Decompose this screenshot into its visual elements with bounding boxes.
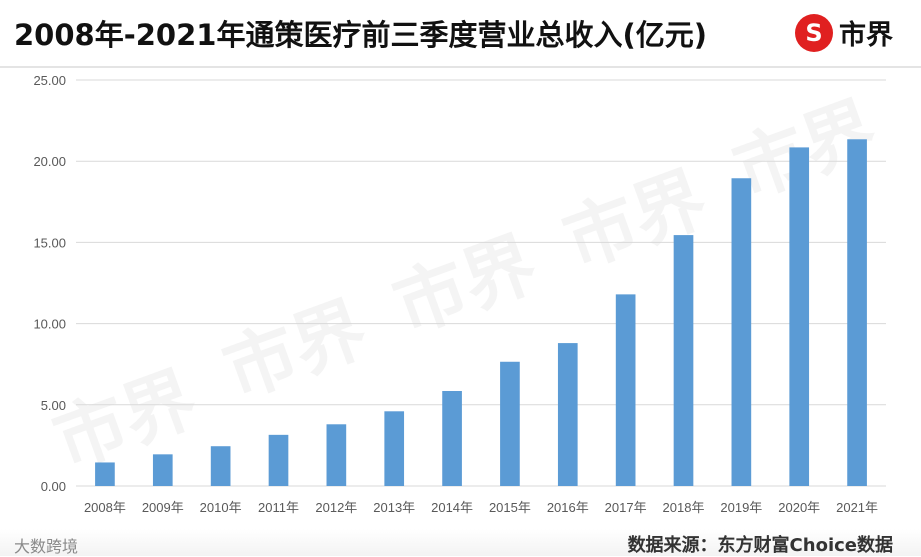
bar [152,454,173,486]
watermark-text: 市界 [44,359,207,483]
y-tick-label: 20.00 [33,154,66,169]
brand-logo: S 市界 [795,13,893,52]
bars [95,139,867,486]
bar [615,294,636,486]
x-tick-label: 2014年 [431,500,473,515]
source-note: 数据来源：东方财富Choice数据 [627,535,893,556]
x-axis-ticks: 2008年 2009年 2010年 2011年 2012年 2013年 2014年 2015年… [84,500,878,515]
bar [326,424,347,486]
logo-text: 市界 [839,20,893,51]
y-axis-ticks: 0.00 5.00 10.00 15.00 20.00 25.00 [33,73,66,494]
x-tick-label: 2020年 [778,500,820,515]
bar [731,178,752,486]
bar [673,235,694,486]
watermark-text: 市界 [214,289,377,413]
x-tick-label: 2015年 [489,500,531,515]
chart-header: 2008年-2021年通策医疗前三季度营业总收入(亿元) S 市界 [0,0,921,68]
bar [847,139,867,486]
x-tick-label: 2008年 [84,500,126,515]
x-tick-label: 2021年 [836,500,878,515]
bar [95,462,115,486]
y-tick-label: 10.00 [33,317,66,332]
y-tick-label: 0.00 [41,479,66,494]
bar [789,147,810,486]
x-tick-label: 2013年 [373,500,415,515]
x-tick-label: 2017年 [605,500,647,515]
x-tick-label: 2011年 [258,500,299,515]
x-tick-label: 2012年 [315,500,357,515]
chart-title: 2008年-2021年通策医疗前三季度营业总收入(亿元) [14,18,707,52]
bar [500,361,520,486]
logo-icon: S [795,13,833,52]
bar [268,434,289,486]
y-tick-label: 15.00 [33,235,66,250]
corner-watermark: 大数跨境 [14,537,79,556]
bar [442,390,462,486]
x-tick-label: 2019年 [720,500,762,515]
y-tick-label: 25.00 [33,73,66,88]
bar [210,446,231,486]
x-tick-label: 2010年 [200,500,242,515]
bar [557,343,578,486]
x-tick-label: 2016年 [547,500,589,515]
y-tick-label: 5.00 [41,398,66,413]
x-tick-label: 2009年 [142,500,184,515]
chart-footer: 大数跨境 数据来源：东方财富Choice数据 [0,529,921,556]
x-tick-label: 2018年 [663,500,705,515]
logo-symbol: S [805,18,823,47]
bar [384,411,405,486]
